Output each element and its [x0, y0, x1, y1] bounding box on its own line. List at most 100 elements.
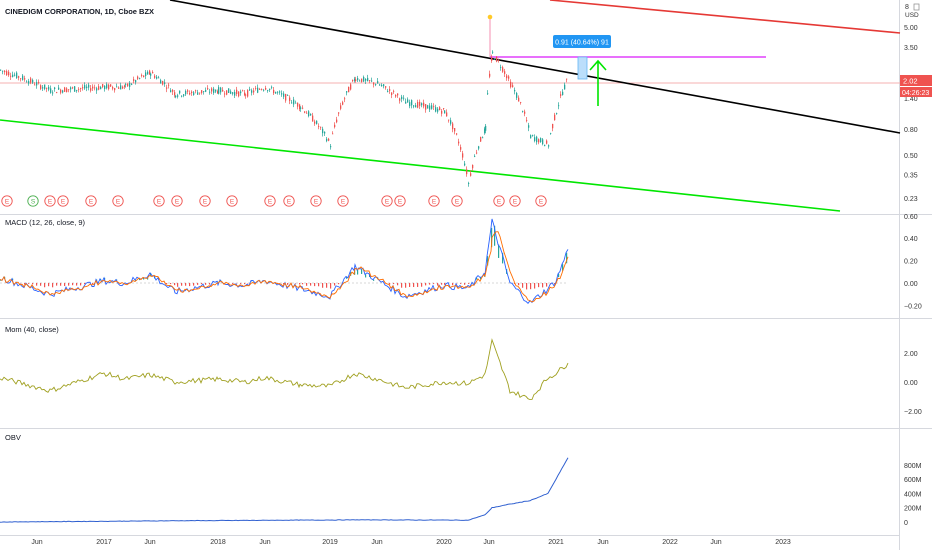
macd-histogram-bar [209, 283, 210, 285]
candle-body [154, 76, 155, 78]
candle-body [464, 164, 465, 166]
candle-body [247, 90, 248, 96]
candle-body [283, 94, 284, 97]
macd-histogram-bar [330, 283, 331, 289]
candle-body [435, 107, 436, 111]
last-price-label: 2.02 [903, 77, 918, 86]
candle-body [330, 146, 331, 147]
candle-body [530, 135, 531, 138]
macd-tick-label: 0.20 [904, 259, 918, 266]
macd-histogram-bar [185, 283, 186, 286]
candle-body [76, 90, 77, 91]
candle-body [456, 134, 457, 135]
candle-body [500, 67, 501, 68]
candle-body [391, 93, 392, 95]
candle-body [550, 133, 551, 134]
candle-body [86, 87, 87, 88]
macd-tick-label: −0.20 [904, 303, 922, 310]
candle-body [443, 108, 444, 109]
candle-body [291, 103, 292, 104]
macd-histogram-bar [80, 283, 81, 285]
red-trendline[interactable] [550, 0, 900, 33]
candle-body [42, 87, 43, 88]
candle-body [32, 80, 33, 83]
candle-body [340, 105, 341, 108]
candle-body [133, 79, 134, 81]
candle-body [36, 82, 37, 85]
macd-histogram-bar [326, 283, 327, 288]
candle-body [22, 76, 23, 80]
candle-body [106, 84, 107, 88]
candle-body [94, 88, 95, 89]
candle-body [277, 92, 278, 93]
time-tick-label: 2020 [436, 539, 452, 546]
candle-body [213, 89, 214, 93]
candle-body [369, 80, 370, 81]
macd-histogram-bar [170, 283, 171, 284]
candle-body [271, 87, 272, 88]
candle-body [156, 77, 157, 79]
candle-body [174, 92, 175, 95]
candle-body [332, 133, 333, 134]
green-trendline[interactable] [0, 120, 840, 211]
macd-histogram-bar [60, 283, 61, 286]
candle-body [18, 76, 19, 77]
candle-body [510, 82, 511, 87]
macd-histogram-bar [205, 283, 206, 285]
candle-body [207, 88, 208, 89]
obv-tick-label: 800M [904, 463, 922, 470]
candle-body [558, 105, 559, 106]
currency-label[interactable]: USD [905, 12, 919, 19]
event-marker-label: E [314, 199, 319, 206]
obv-tick-label: 200M [904, 506, 922, 513]
candle-body [502, 67, 503, 72]
macd-histogram-bar [397, 283, 398, 285]
candle-body [224, 94, 225, 95]
obv-panel[interactable] [0, 458, 568, 523]
candle-body [377, 81, 378, 84]
macd-histogram-bar [460, 283, 461, 284]
candle-body [122, 87, 123, 89]
event-marker-label: E [341, 199, 346, 206]
macd-panel[interactable] [0, 219, 568, 303]
macd-histogram-bar [166, 283, 167, 284]
macd-histogram-bar [48, 283, 49, 286]
lock-icon[interactable] [914, 4, 919, 10]
price-scale[interactable]: 5.003.501.400.800.500.350.23 [904, 25, 918, 203]
price-tick-label: 3.50 [904, 45, 918, 52]
candle-body [64, 87, 65, 91]
candle-body [129, 83, 130, 87]
candle-body [56, 92, 57, 93]
candle-body [429, 106, 430, 110]
candle-body [302, 108, 303, 109]
candle-body [346, 91, 347, 92]
candle-body [554, 115, 555, 120]
macd-histogram-bar [181, 283, 182, 286]
candle-body [34, 85, 35, 86]
macd-histogram-bar [526, 283, 527, 289]
candle-body [181, 96, 182, 97]
candle-body [102, 84, 103, 87]
candle-body [168, 85, 169, 86]
candle-body [38, 82, 39, 83]
obv-title: OBV [5, 433, 21, 442]
candle-body [46, 88, 47, 89]
candle-body [334, 125, 335, 127]
time-tick-label: Jun [710, 539, 721, 546]
candle-body [383, 84, 384, 86]
mom-panel[interactable] [0, 340, 568, 400]
macd-histogram-bar [464, 283, 465, 285]
candle-body [361, 79, 362, 82]
macd-scale[interactable]: 0.600.400.200.00−0.20 [904, 214, 922, 311]
event-marker-label: E [5, 199, 10, 206]
candle-body [199, 93, 200, 94]
mom-scale[interactable]: 2.000.00−2.00 [904, 351, 922, 416]
black-trendline[interactable] [170, 0, 900, 133]
candle-body [255, 88, 256, 89]
candle-body [395, 95, 396, 97]
